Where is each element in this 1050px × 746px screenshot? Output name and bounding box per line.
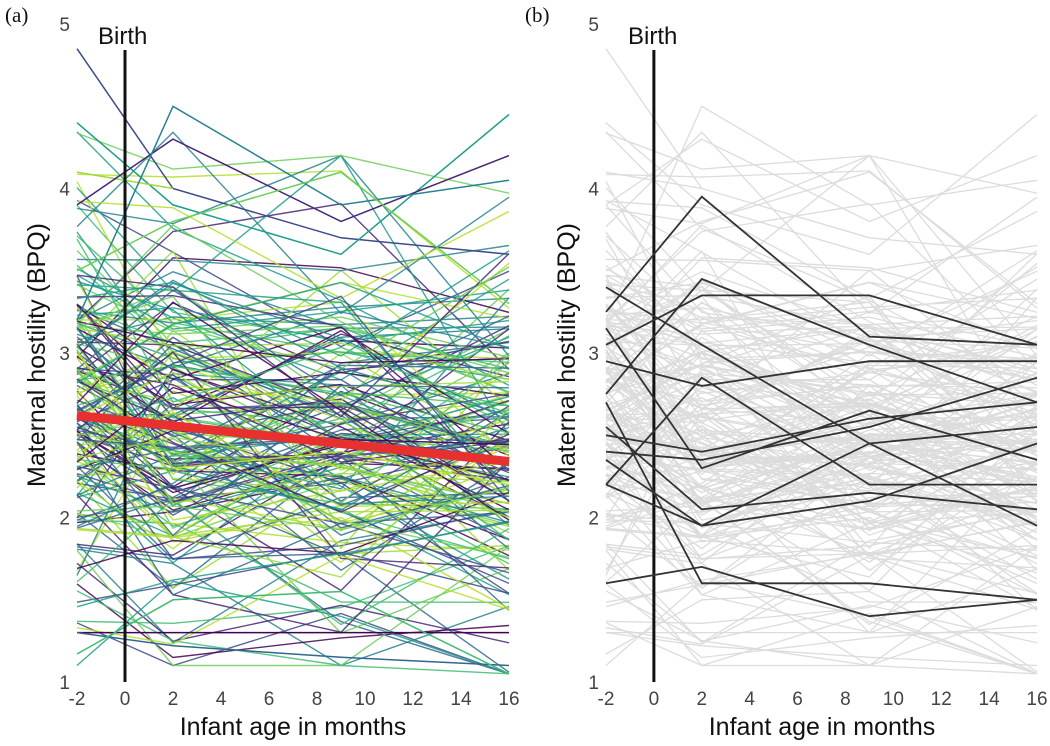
x-tick-label: 12 (931, 689, 952, 710)
y-axis-title-a: Maternal hostility (BPQ) (23, 223, 51, 487)
trajectory-line (76, 113, 510, 256)
background-trajectory-line (605, 583, 1038, 659)
background-trajectory-line (605, 631, 1038, 667)
x-tick-label: 14 (450, 689, 472, 710)
trajectory-line (76, 631, 510, 667)
highlighted-trajectory-line (605, 401, 1038, 601)
y-tick-label: 2 (59, 509, 70, 530)
x-tick-label: 6 (792, 689, 803, 710)
x-tick-label: 0 (649, 689, 660, 710)
panel-b: (b) Maternal hostility (BPQ) Infant age … (525, 3, 1048, 741)
y-tick-labels-a: 1 2 3 4 5 (59, 15, 70, 694)
x-tick-label: 8 (840, 689, 851, 710)
trajectory-line (76, 583, 510, 659)
x-tick-label: 14 (979, 689, 1001, 710)
highlighted-trajectory-line (605, 327, 1038, 470)
panel-a: (a) Maternal hostility (BPQ) Infant age … (5, 3, 520, 741)
highlighted-trajectory-line (605, 376, 1038, 461)
highlighted-trajectory-line (605, 401, 1038, 453)
y-tick-labels-b: 1 2 3 4 5 (588, 15, 599, 694)
trajectory-lines-a (76, 48, 510, 675)
x-tick-label: 8 (312, 689, 323, 710)
x-axis-title-b: Infant age in months (709, 713, 936, 741)
panel-label-b: (b) (525, 3, 550, 27)
highlighted-trajectory-line (605, 294, 1038, 346)
x-tick-label: 10 (883, 689, 904, 710)
highlighted-trajectory-line (605, 426, 1038, 511)
highlighted-trajectory-line (605, 277, 1038, 404)
x-tick-label: -2 (598, 689, 615, 710)
x-tick-label: 6 (264, 689, 275, 710)
highlighted-trajectory-line (605, 565, 1038, 618)
background-trajectory-line (605, 138, 1038, 223)
background-trajectory-line (605, 551, 1038, 603)
background-trajectory-line (605, 48, 1038, 255)
x-tick-label: 10 (354, 689, 375, 710)
highlighted-lines-b (605, 195, 1038, 618)
highlighted-trajectory-line (605, 360, 1037, 387)
y-axis-title-b: Maternal hostility (BPQ) (553, 223, 581, 487)
y-tick-label: 4 (588, 180, 599, 201)
y-tick-label: 2 (588, 509, 599, 530)
trajectory-line (76, 548, 510, 667)
x-axis-title-a: Infant age in months (180, 713, 407, 741)
mean-trend-line (76, 411, 510, 467)
x-tick-labels-a: -2 0 2 4 6 8 10 12 14 16 (69, 689, 520, 710)
y-tick-label: 3 (59, 344, 70, 365)
y-tick-label: 1 (59, 673, 70, 694)
x-tick-label: 4 (216, 689, 227, 710)
y-tick-label: 5 (588, 15, 599, 36)
birth-label-a: Birth (98, 23, 147, 50)
panel-label-a: (a) (5, 3, 28, 27)
trajectory-line (76, 48, 510, 256)
highlighted-trajectory-line (605, 376, 1037, 486)
x-tick-label: 12 (402, 689, 423, 710)
birth-label-b: Birth (628, 23, 677, 50)
x-tick-label: 2 (696, 689, 707, 710)
trajectory-line (76, 551, 510, 603)
trajectory-line (76, 138, 510, 223)
highlighted-trajectory-line (605, 442, 1038, 527)
x-tick-label: 16 (498, 689, 519, 710)
x-tick-label: -2 (69, 689, 86, 710)
y-tick-label: 1 (588, 673, 599, 694)
x-tick-label: 0 (120, 689, 131, 710)
x-tick-label: 2 (168, 689, 179, 710)
background-trajectory-line (605, 548, 1038, 667)
highlighted-trajectory-line (605, 195, 1038, 346)
x-tick-labels-b: -2 0 2 4 6 8 10 12 14 16 (598, 689, 1048, 710)
x-tick-label: 4 (744, 689, 755, 710)
y-tick-label: 5 (59, 15, 70, 36)
y-tick-label: 3 (588, 344, 599, 365)
x-tick-label: 16 (1026, 689, 1047, 710)
trajectory-line (76, 224, 510, 394)
background-trajectory-line (605, 171, 1038, 305)
y-tick-label: 4 (59, 180, 70, 201)
